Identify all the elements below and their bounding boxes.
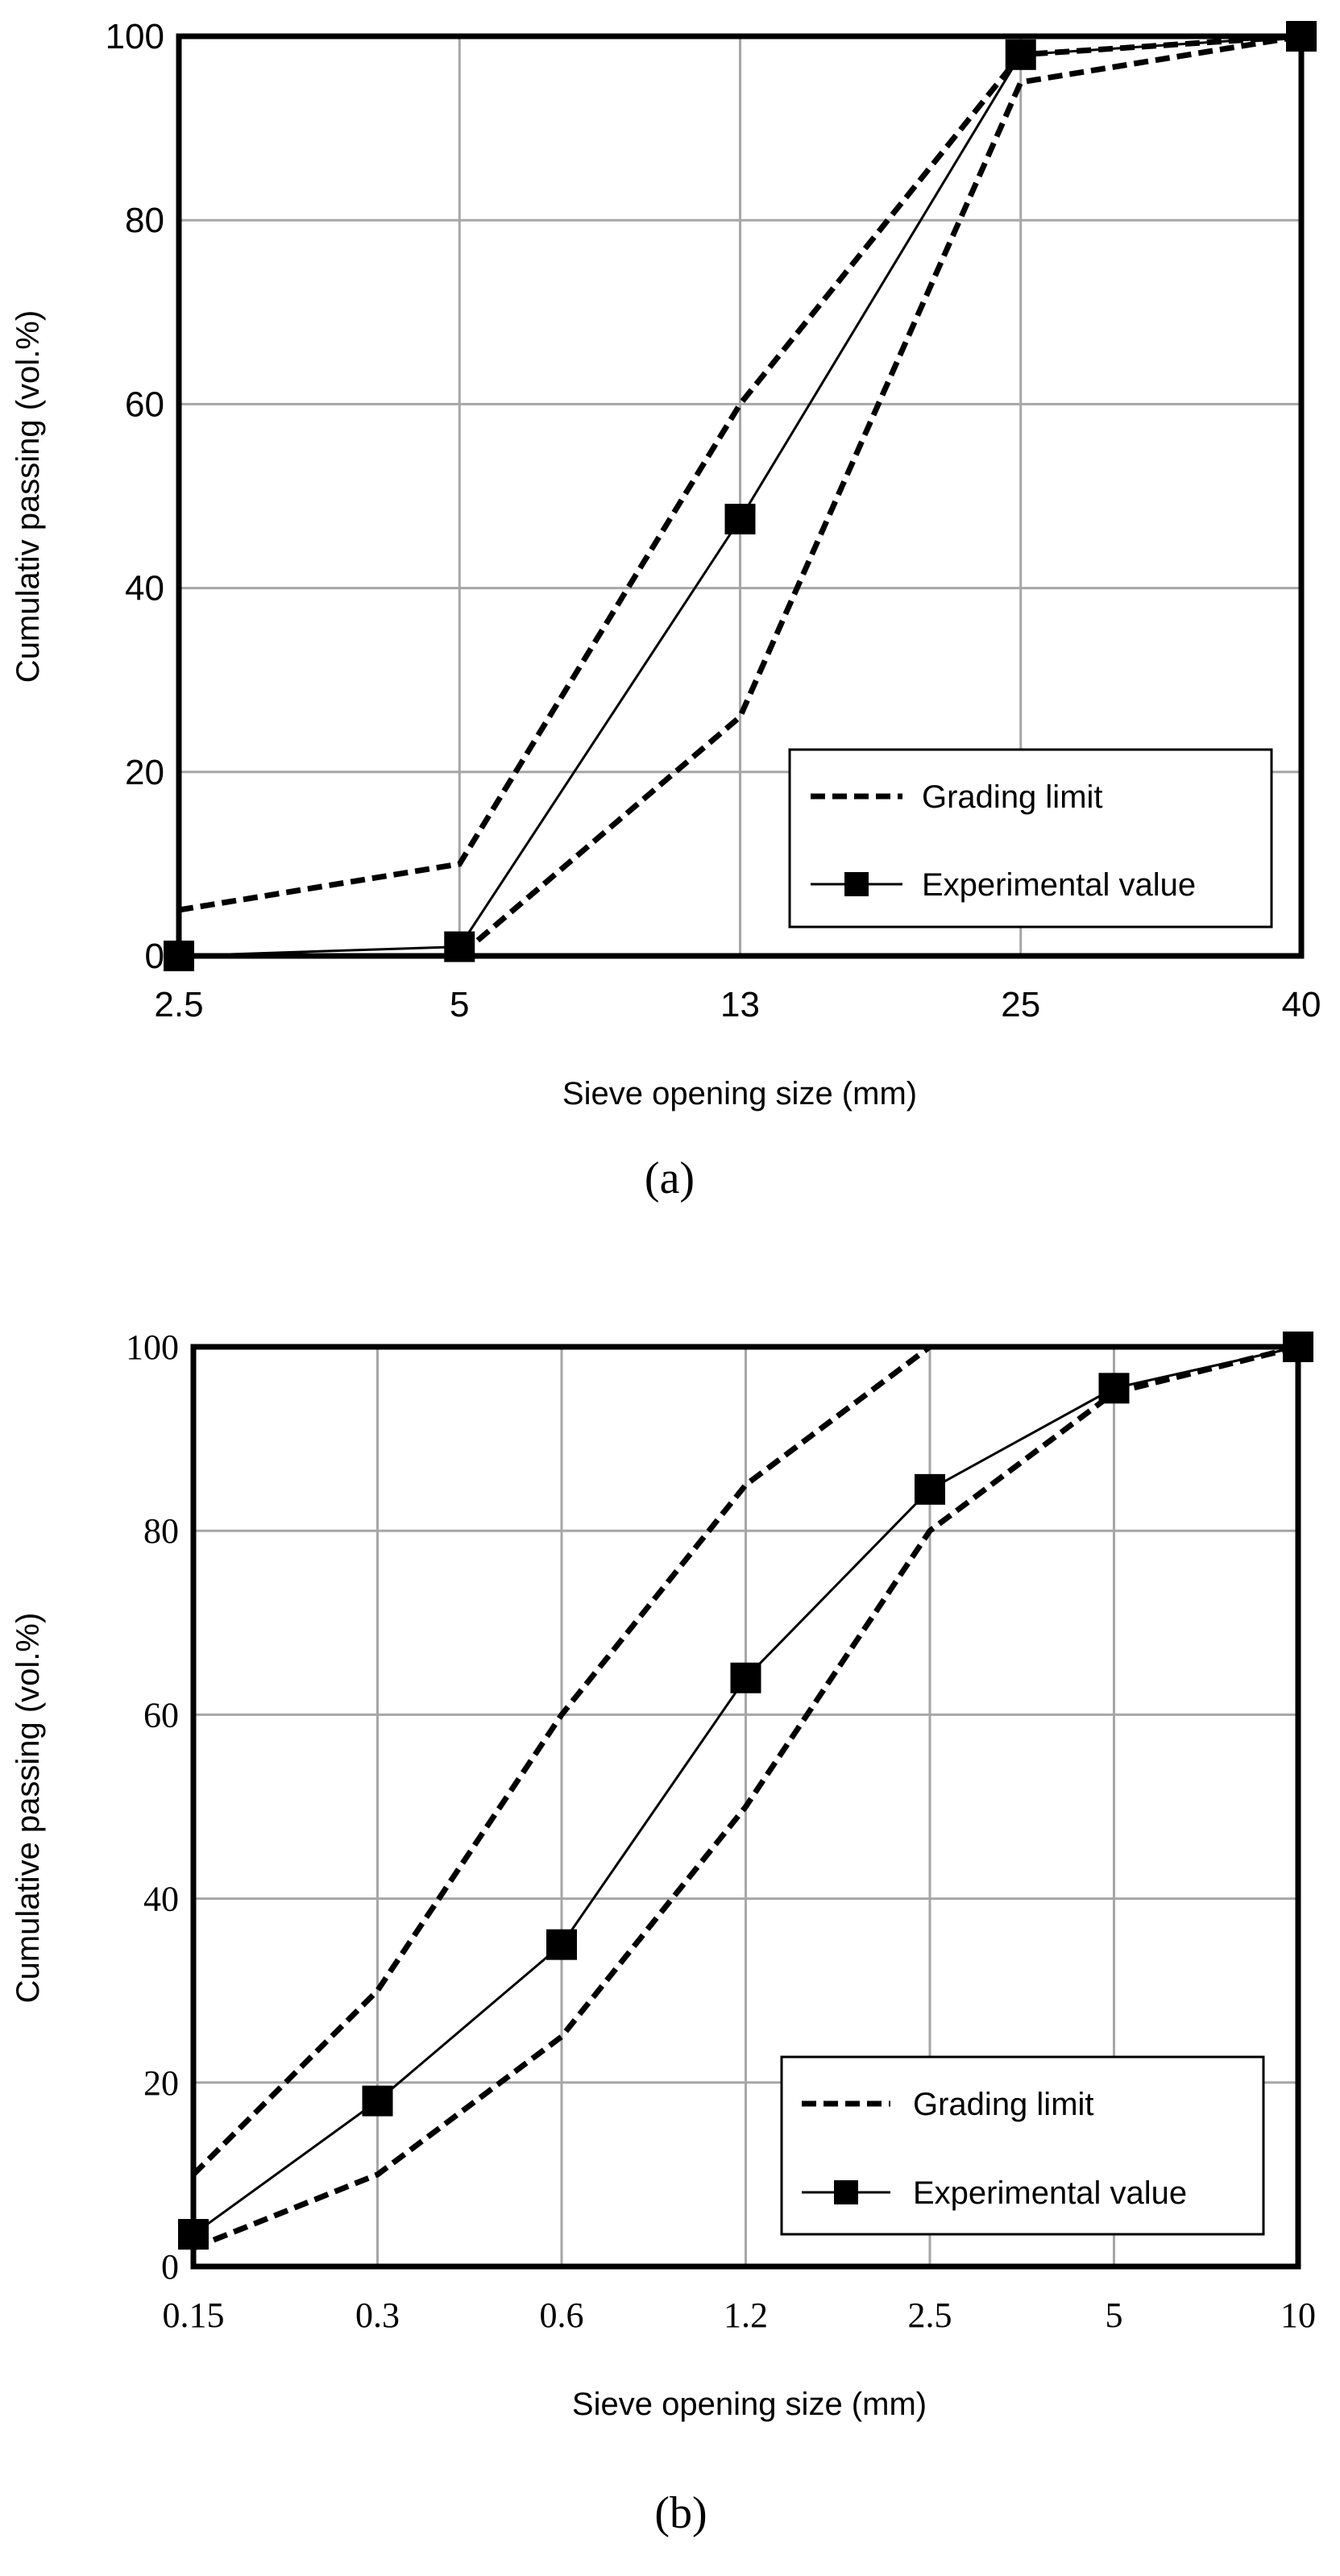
data-point-marker	[1005, 39, 1036, 70]
legend-square-marker-icon	[844, 872, 869, 896]
legend-box	[780, 2055, 1265, 2236]
x-axis-label: Sieve opening size (mm)	[572, 2387, 927, 2422]
legend: Grading limit Experimental value	[788, 748, 1273, 929]
x-tick-label: 13	[720, 985, 760, 1024]
x-tick-label: 25	[1001, 985, 1040, 1024]
y-tick-label: 80	[125, 201, 164, 240]
legend-label-grading-limit: Grading limit	[913, 2087, 1094, 2122]
y-tick-label: 0	[145, 937, 164, 976]
x-tick-label: 0.6	[540, 2296, 584, 2335]
y-tick-label: 80	[143, 1511, 179, 1551]
legend: Grading limit Experimental value	[780, 2055, 1265, 2236]
x-tick-label: 5	[1106, 2296, 1123, 2335]
y-tick-label: 20	[143, 2063, 179, 2103]
panel-label: (a)	[645, 1153, 695, 1203]
x-tick-label: 2.5	[154, 985, 203, 1024]
x-axis-label: Sieve opening size (mm)	[562, 1076, 917, 1111]
plot-frame	[190, 1344, 1301, 2270]
legend-label-experimental-value: Experimental value	[922, 867, 1196, 903]
y-tick-label: 100	[126, 1327, 179, 1367]
data-point-marker	[546, 1929, 577, 1960]
chart-b: 0 20 40 60 80 100 0.15 0.3 0.6 1.2 2.5 5 10 Sieve ope…	[10, 1327, 1316, 2538]
legend-label-grading-limit: Grading limit	[922, 779, 1103, 815]
legend-square-marker-icon	[834, 2180, 858, 2204]
y-tick-label: 60	[143, 1695, 179, 1735]
gridlines	[179, 36, 1301, 956]
y-tick-label: 100	[106, 17, 164, 56]
plot-frame	[176, 33, 1305, 959]
chart-a: 0 20 40 60 80 100 2.5 5 13 25 40 Sieve opening size…	[10, 17, 1321, 1203]
x-tick-label: 1.2	[724, 2296, 768, 2335]
y-tick-label: 60	[125, 384, 164, 424]
y-tick-label: 20	[125, 753, 164, 792]
y-axis-label: Cumulativ passing (vol.%)	[10, 310, 46, 683]
legend-label-experimental-value: Experimental value	[913, 2175, 1187, 2211]
grading-limit-line	[191, 1344, 932, 2177]
data-point-marker	[724, 504, 756, 535]
y-tick-label: 40	[143, 1880, 179, 1919]
y-tick-label: 0	[161, 2247, 179, 2287]
legend-box	[788, 748, 1273, 929]
data-point-marker	[1098, 1373, 1130, 1404]
data-point-marker	[362, 2085, 393, 2117]
panel-label: (b)	[654, 2488, 707, 2538]
x-tick-label: 0.3	[355, 2296, 400, 2335]
x-tick-label: 2.5	[908, 2296, 952, 2335]
x-tick-label: 10	[1280, 2296, 1316, 2335]
data-point-marker	[730, 1662, 761, 1693]
x-tick-label: 5	[450, 985, 469, 1024]
x-tick-label: 0.15	[163, 2296, 225, 2335]
x-tick-label: 40	[1282, 985, 1321, 1024]
y-axis-label: Cumulative passing (vol.%)	[10, 1613, 46, 2004]
y-tick-label: 40	[125, 569, 164, 609]
data-point-marker	[915, 1473, 945, 1505]
